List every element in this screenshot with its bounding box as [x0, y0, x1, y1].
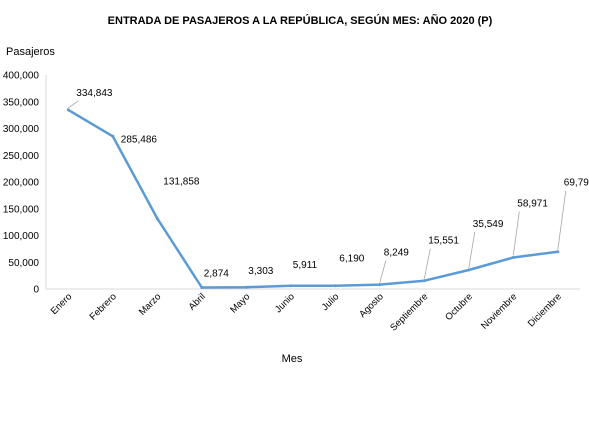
- x-tick-label: Enero: [49, 291, 75, 317]
- y-tick-label: 50,000: [8, 258, 39, 269]
- data-label: 6,190: [339, 254, 364, 265]
- leader-line: [513, 212, 519, 256]
- data-label: 58,971: [517, 199, 548, 210]
- x-tick-label: Julio: [320, 291, 342, 313]
- data-point: [200, 286, 203, 289]
- x-axis-label: Mes: [282, 353, 303, 365]
- data-point: [67, 108, 70, 111]
- x-tick-label: Diciembre: [526, 291, 564, 329]
- data-point: [156, 217, 159, 220]
- data-point: [334, 284, 337, 287]
- leader-line: [469, 232, 475, 268]
- x-tick-label: Septiembre: [388, 291, 430, 333]
- leader-line: [558, 191, 566, 250]
- data-point: [423, 279, 426, 282]
- y-tick-label: 0: [33, 285, 39, 296]
- y-tick-label: 150,000: [3, 204, 40, 215]
- data-label: 5,911: [293, 260, 318, 271]
- data-label: 69,798: [564, 178, 589, 189]
- data-point: [467, 269, 470, 272]
- data-point: [111, 135, 114, 138]
- x-tick-labels: Enero Febrero Marzo Abril Mayo Junio Julio Agos…: [49, 291, 564, 333]
- y-tick-label: 200,000: [3, 178, 40, 189]
- data-label: 2,874: [204, 269, 229, 280]
- data-label: 285,486: [121, 134, 158, 145]
- y-tick-label: 100,000: [3, 231, 40, 242]
- x-tick-label: Mayo: [228, 291, 252, 315]
- data-point: [245, 286, 248, 289]
- data-point: [289, 284, 292, 287]
- chart-title: ENTRADA DE PASAJEROS A LA REPÚBLICA, SEG…: [108, 14, 493, 27]
- x-tick-label: Junio: [273, 291, 297, 315]
- x-tick-label: Agosto: [357, 291, 386, 320]
- leader-line: [68, 101, 78, 108]
- x-tick-label: Abril: [187, 291, 208, 312]
- y-tick-label: 400,000: [3, 71, 40, 82]
- data-label: 35,549: [473, 219, 504, 230]
- data-label: 15,551: [428, 236, 459, 247]
- data-label: 131,858: [163, 177, 200, 188]
- data-point: [556, 250, 559, 253]
- x-tick-label: Noviembre: [479, 291, 519, 331]
- leader-line: [380, 261, 386, 283]
- leader-line: [424, 249, 430, 279]
- y-tick-labels: 0 50,000 100,000 150,000 200,000 250,000 300,0…: [3, 71, 40, 296]
- data-point: [378, 283, 381, 286]
- y-axis-label: Pasajeros: [6, 46, 55, 58]
- data-label: 334,843: [76, 88, 113, 99]
- data-labels: 334,843 285,486 131,858 2,874 3,303 5,911 6,19…: [76, 88, 589, 280]
- x-tick-label: Octubre: [443, 291, 475, 323]
- data-point: [512, 256, 515, 259]
- data-label: 3,303: [248, 266, 273, 277]
- x-tick-label: Febrero: [88, 291, 119, 322]
- y-tick-label: 300,000: [3, 124, 40, 135]
- data-label: 8,249: [384, 248, 409, 259]
- y-tick-label: 250,000: [3, 151, 40, 162]
- y-tick-label: 350,000: [3, 97, 40, 108]
- x-tick-label: Marzo: [137, 291, 163, 317]
